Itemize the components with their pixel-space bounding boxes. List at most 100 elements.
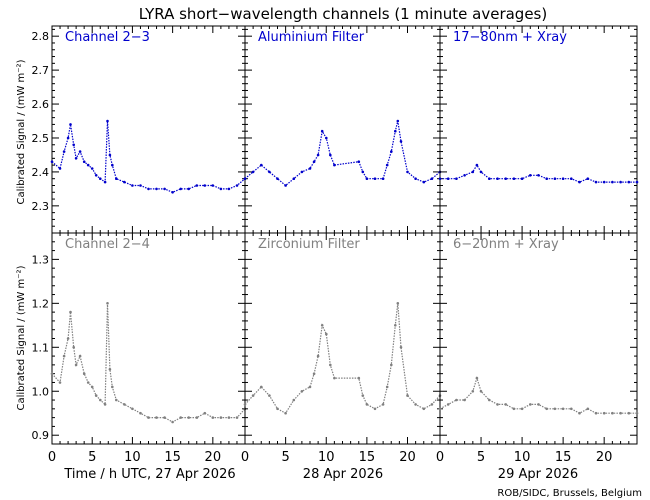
y-tick-label: 1.2 <box>32 297 50 310</box>
y-tick-label: 0.9 <box>32 429 50 442</box>
data-point <box>627 411 631 415</box>
data-point <box>594 411 598 415</box>
data-point <box>545 407 548 411</box>
data-point <box>365 403 369 406</box>
data-point <box>86 381 90 384</box>
plot-frame <box>51 25 246 234</box>
data-point <box>108 368 112 371</box>
data-point <box>504 403 508 406</box>
data-point <box>373 177 377 180</box>
credit-text: ROB/SIDC, Brussels, Belgium <box>497 488 642 499</box>
panel-label: Zirconium Filter <box>258 237 360 252</box>
data-point <box>312 160 316 163</box>
data-point <box>300 390 304 393</box>
data-point <box>455 177 458 180</box>
data-point <box>504 177 508 180</box>
data-point <box>586 177 590 180</box>
data-point <box>496 403 499 406</box>
x-tick-label: 15 <box>164 450 181 465</box>
data-point <box>471 170 475 174</box>
data-point <box>62 150 66 153</box>
data-point <box>235 416 239 419</box>
x-tick-label: 10 <box>124 450 141 465</box>
chart-panel-4: 0.9 1.0 1.1 1.2 1.3 0 5 10 15 20 Channel 2−4 <box>32 232 247 465</box>
data-point <box>594 180 598 184</box>
data-point <box>50 372 54 376</box>
data-point <box>78 354 82 358</box>
data-point <box>570 407 573 411</box>
data-point <box>381 403 385 406</box>
data-point <box>488 398 491 402</box>
panel-label: 17−80nm + Xray <box>453 30 567 45</box>
data-point <box>123 180 126 184</box>
data-point <box>333 163 336 167</box>
data-point <box>123 403 126 406</box>
data-point <box>163 416 166 419</box>
data-point <box>195 416 199 419</box>
x-tick-label: 5 <box>88 450 96 465</box>
data-point <box>394 129 397 133</box>
y-axis-label-top: Calibrated Signal / (mW m⁻²) <box>16 59 27 204</box>
data-point <box>147 416 150 419</box>
data-point <box>578 180 581 184</box>
x-tick-label: 20 <box>596 450 613 465</box>
data-point <box>203 184 207 187</box>
data-point <box>545 177 548 180</box>
data-point <box>94 174 98 177</box>
y-tick-label: 2.4 <box>32 166 50 179</box>
data-point <box>333 376 336 380</box>
x-tick-label: 5 <box>281 450 289 465</box>
data-point <box>320 129 324 133</box>
data-point <box>276 177 279 180</box>
data-point <box>243 177 247 180</box>
data-point <box>139 184 142 187</box>
data-point <box>455 398 458 402</box>
data-point <box>390 363 393 367</box>
data-point <box>82 372 86 376</box>
data-point <box>635 411 639 415</box>
data-point <box>115 177 118 180</box>
data-point <box>414 403 417 406</box>
data-point <box>131 184 134 187</box>
data-point <box>446 403 450 406</box>
data-point <box>316 153 320 157</box>
data-point <box>394 324 397 327</box>
data-point <box>251 170 255 174</box>
data-point <box>325 136 328 140</box>
data-point <box>300 170 304 174</box>
data-point <box>586 407 590 411</box>
data-point <box>99 398 102 402</box>
data-point <box>325 332 328 336</box>
series-line <box>51 303 246 423</box>
data-point <box>422 180 426 184</box>
x-tick-label: 20 <box>399 450 416 465</box>
data-point <box>611 180 614 184</box>
data-point <box>561 407 565 411</box>
data-point <box>235 184 239 187</box>
data-point <box>611 411 614 415</box>
data-point <box>537 174 540 177</box>
data-point <box>82 160 86 163</box>
data-point <box>115 398 118 402</box>
data-point <box>103 403 107 406</box>
data-point <box>62 354 66 358</box>
data-point <box>399 346 403 349</box>
plot-frame <box>244 232 441 445</box>
data-point <box>553 407 557 411</box>
x-tick-label: 20 <box>205 450 222 465</box>
data-point <box>422 407 426 411</box>
data-point <box>72 143 75 147</box>
y-tick-label: 1.0 <box>32 385 50 398</box>
data-point <box>292 177 296 180</box>
data-point <box>203 411 207 415</box>
x-tick-label: 15 <box>359 450 376 465</box>
data-point <box>396 119 400 123</box>
data-point <box>537 403 540 406</box>
data-point <box>219 416 223 419</box>
chart-panel-1: 2.3 2.4 2.5 2.6 2.7 2.8 Channel 2−3 <box>32 25 247 234</box>
panel-label: 6−20nm + Xray <box>453 237 559 252</box>
data-point <box>211 184 215 187</box>
data-point <box>399 140 403 143</box>
x-axis-label-day1: Time / h UTC, 27 Apr 2026 <box>63 467 235 482</box>
data-point <box>316 354 320 358</box>
